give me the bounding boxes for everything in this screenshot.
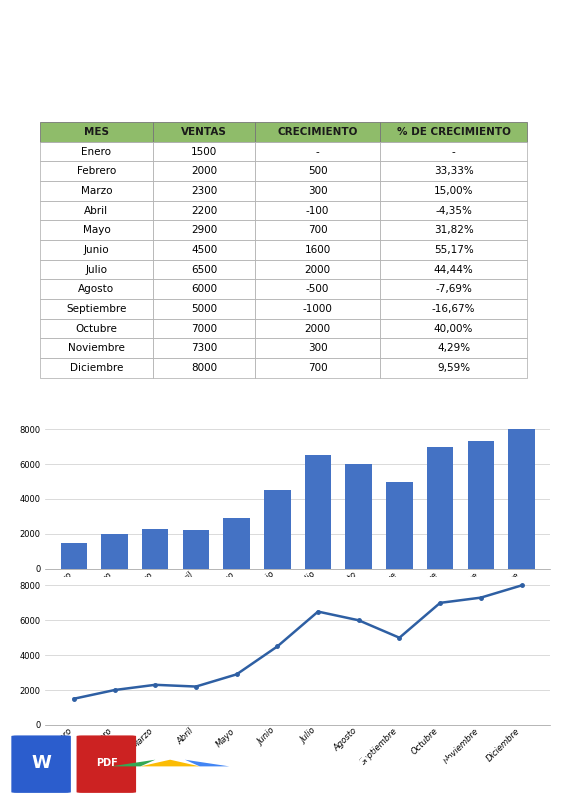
Bar — [183, 530, 209, 569]
FancyBboxPatch shape — [11, 735, 71, 793]
Polygon shape — [111, 759, 155, 767]
Bar — [101, 533, 128, 569]
Polygon shape — [141, 759, 200, 767]
Bar — [264, 490, 290, 569]
Text: PDF: PDF — [96, 758, 117, 767]
FancyBboxPatch shape — [77, 735, 136, 793]
Bar — [345, 464, 372, 569]
Text: TodoReportes: TodoReportes — [321, 753, 472, 772]
Bar — [142, 529, 168, 569]
Bar — [61, 542, 87, 569]
Text: W: W — [31, 754, 52, 771]
Bar — [386, 481, 413, 569]
Bar — [305, 456, 331, 569]
Text: Reporte de Ventas: Reporte de Ventas — [81, 39, 486, 77]
Text: 📋: 📋 — [242, 755, 251, 771]
Polygon shape — [185, 759, 229, 767]
Bar — [427, 447, 454, 569]
Bar — [468, 441, 494, 569]
Bar — [223, 518, 250, 569]
Bar — [508, 429, 535, 569]
